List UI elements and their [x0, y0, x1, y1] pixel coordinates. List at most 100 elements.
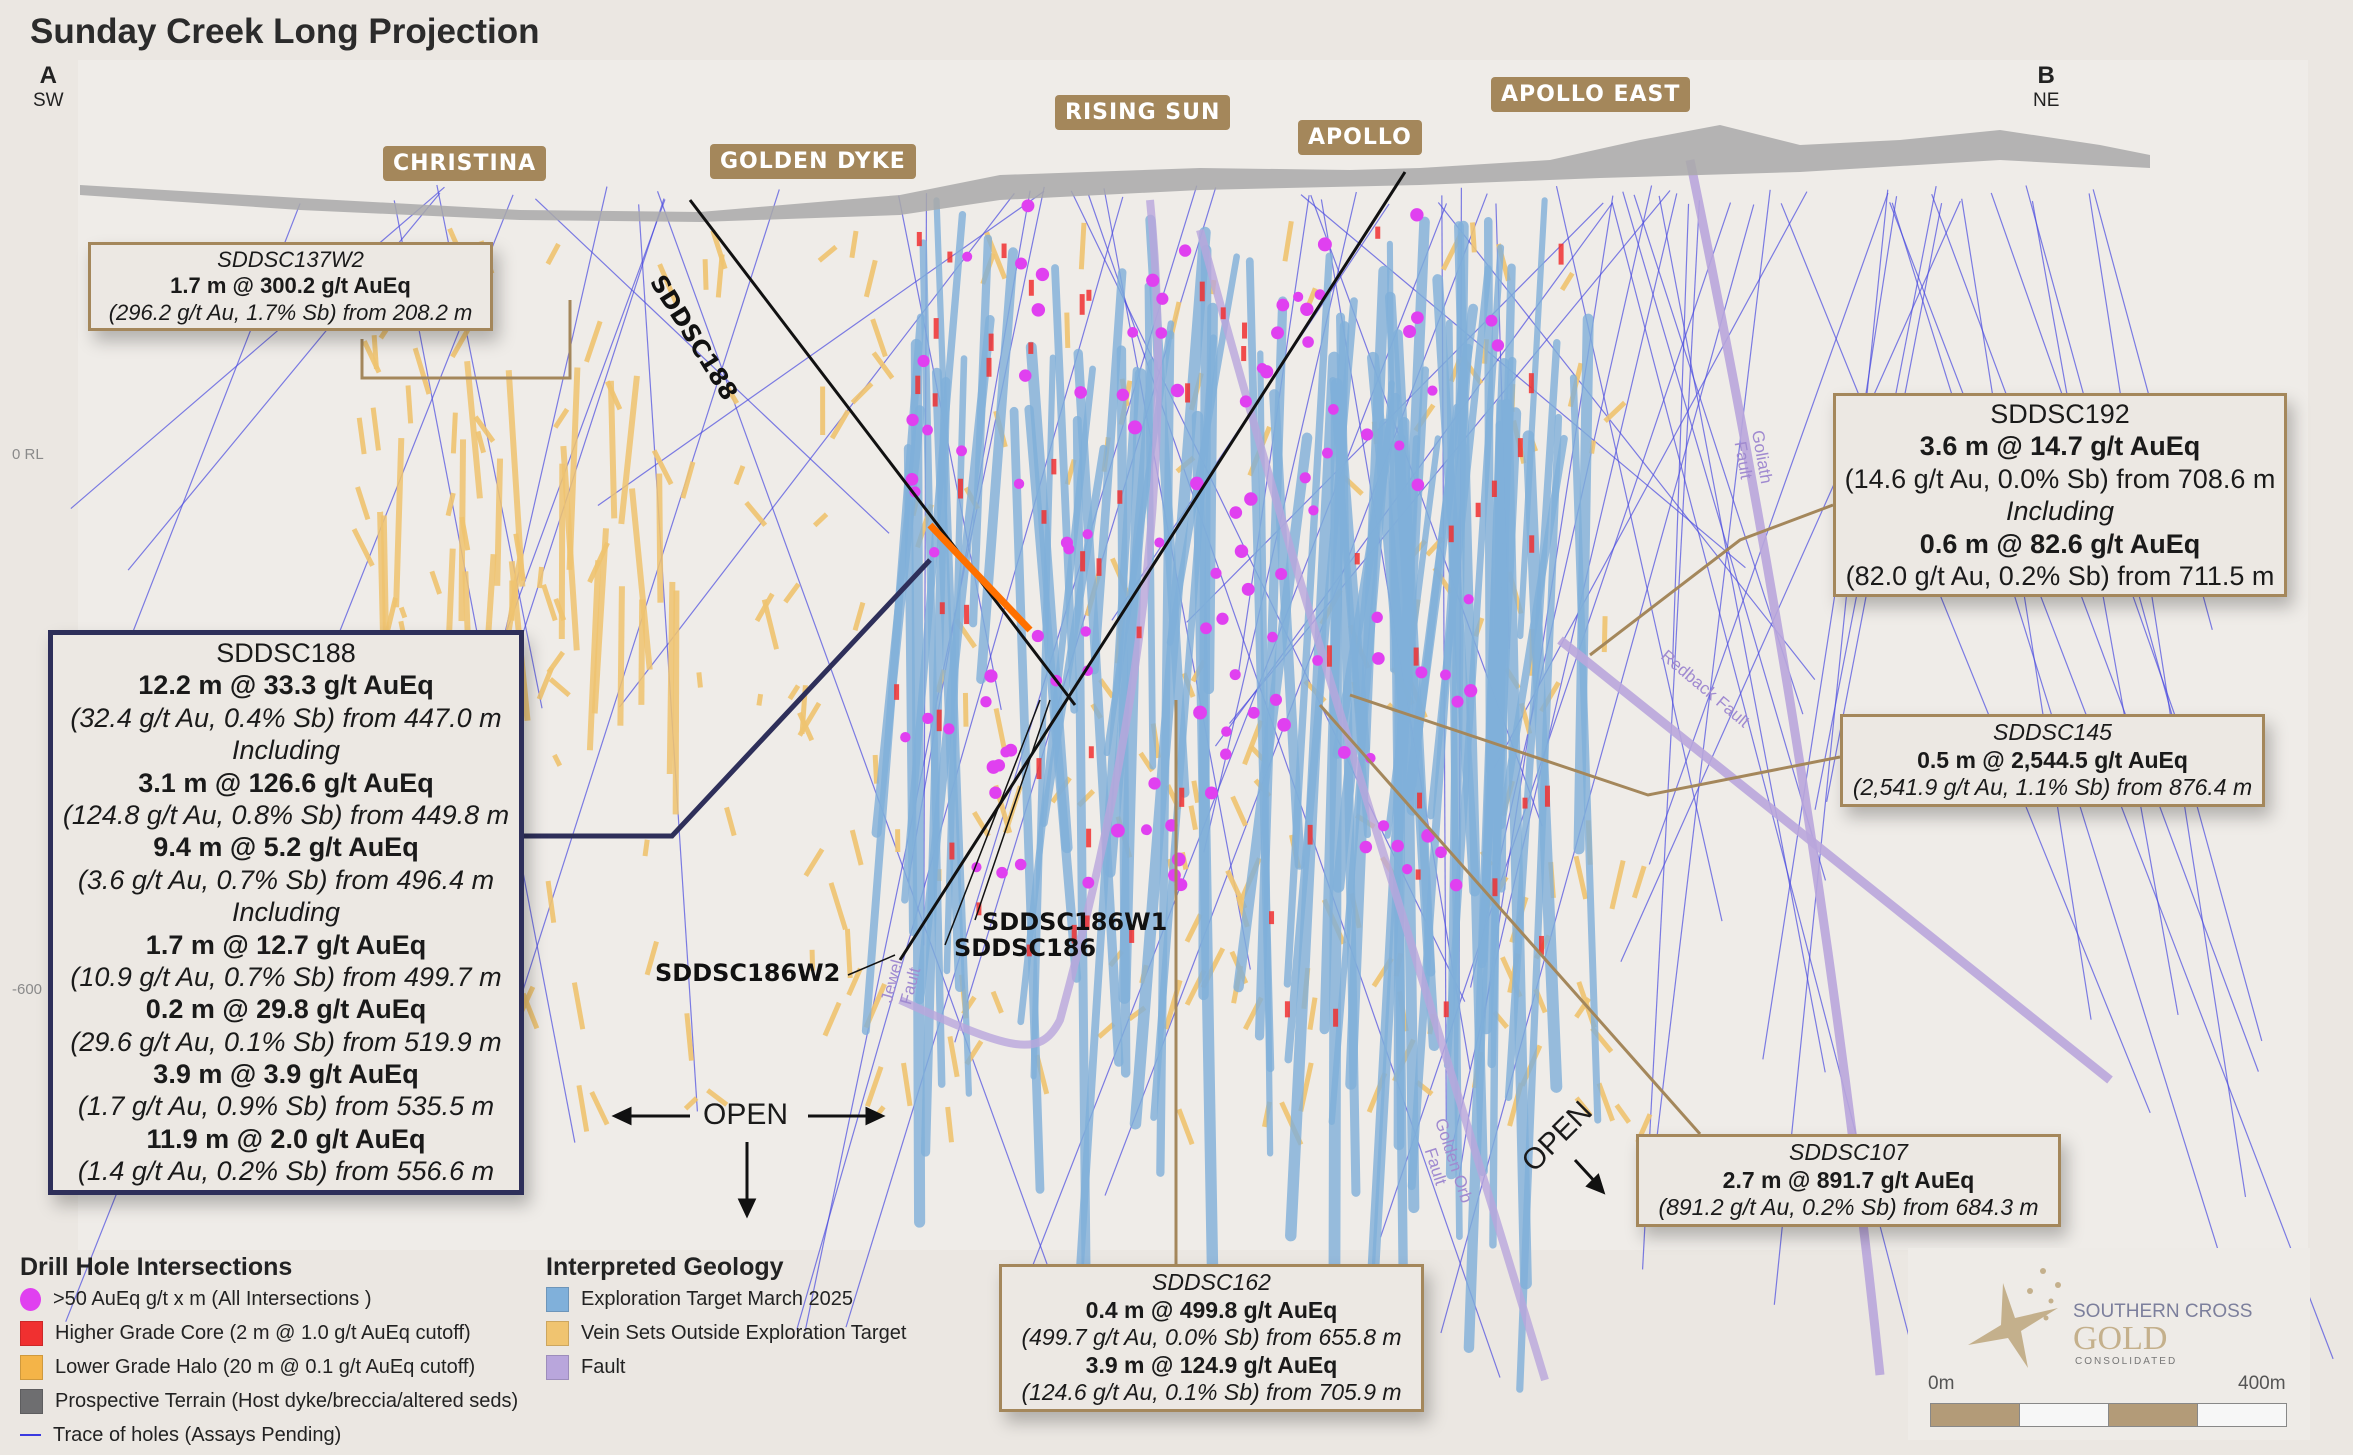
hole-sddsc188-mineralised-interval: [927, 522, 1033, 633]
vein-set: [589, 1090, 610, 1126]
vein-set: [849, 829, 864, 866]
high-grade-intersection-dot: [1031, 629, 1044, 643]
high-grade-intersection-dot: [906, 413, 919, 427]
vein-set: [972, 811, 991, 838]
arrowhead-diagonal-icon: [1585, 1173, 1606, 1195]
vein-set: [783, 582, 801, 604]
callout-line-grade: 1.7 m @ 300.2 g/t AuEq: [170, 273, 411, 299]
callout-line-header: SDDSC188: [216, 638, 356, 668]
high-grade-intersection-dot: [1317, 237, 1332, 252]
scale-bar-segment: [1930, 1403, 2020, 1427]
vein-set: [412, 347, 432, 395]
callout-sddsc192: SDDSC192 3.6 m @ 14.7 g/t AuEq (14.6 g/t A…: [1833, 393, 2287, 598]
exploration-target-body: [1504, 339, 1561, 1101]
exploration-target-body: [1254, 296, 1288, 1041]
high-grade-intersection-dot: [1359, 840, 1373, 854]
vein-set: [1188, 805, 1198, 831]
vein-set: [1230, 795, 1248, 827]
vein-set: [356, 417, 367, 455]
higher-grade-core: [1242, 322, 1248, 339]
legend-item: Prospective Terrain (Host dyke/breccia/a…: [20, 1384, 518, 1418]
high-grade-intersection-dot: [1463, 594, 1474, 605]
legend-item: Vein Sets Outside Exploration Target: [546, 1316, 906, 1350]
callout-line-grade: 2.7 m @ 891.7 g/t AuEq: [1722, 1166, 1975, 1193]
high-grade-intersection-dot: [1371, 611, 1383, 624]
callout-line-grade: 3.1 m @ 126.6 g/t AuEq: [138, 767, 434, 798]
high-grade-intersection-dot: [1074, 386, 1088, 399]
legend-swatch-square-icon: [546, 1354, 569, 1380]
higher-grade-core: [1475, 502, 1481, 518]
higher-grade-core: [1071, 924, 1077, 944]
higher-grade-core: [1096, 558, 1102, 576]
legend-item: >50 AuEq g/t x m (All Intersections ): [20, 1282, 518, 1316]
vein-set: [362, 340, 382, 374]
vein-set: [962, 692, 969, 727]
vein-set: [429, 570, 442, 595]
vein-set: [1589, 440, 1597, 454]
vein-set: [617, 586, 625, 726]
exploration-target-body: [1024, 404, 1082, 983]
callout-line-header-italic: SDDSC162: [1152, 1269, 1271, 1295]
exploration-target-body: [1573, 313, 1594, 855]
callout-line-grade: 12.2 m @ 33.3 g/t AuEq: [138, 670, 434, 701]
vein-set: [351, 528, 375, 567]
callout-line-detail: (1.7 g/t Au, 0.9% Sb) from 535.5 m: [77, 1091, 495, 1122]
high-grade-intersection-dot: [1170, 383, 1185, 398]
vein-set: [947, 1035, 960, 1078]
vein-set: [1184, 913, 1203, 943]
vein-set: [393, 437, 405, 608]
higher-grade-core: [1326, 645, 1332, 667]
high-grade-intersection-dot: [1205, 786, 1218, 800]
hole-trace: [1780, 203, 2151, 1114]
high-grade-intersection-dot: [1378, 820, 1390, 832]
high-grade-intersection-dot: [1435, 846, 1447, 859]
vein-set: [642, 839, 650, 857]
callout-line-detail-plain: (14.6 g/t Au, 0.0% Sb) from 708.6 m: [1844, 463, 2276, 494]
vein-set: [1559, 271, 1575, 292]
high-grade-intersection-dot: [1293, 291, 1304, 302]
vein-set: [844, 928, 853, 979]
high-grade-intersection-dot: [1178, 244, 1192, 257]
vein-set: [536, 566, 545, 589]
high-grade-intersection-dot: [1322, 447, 1333, 459]
section-end-a-letter: A: [39, 62, 57, 89]
legend-interpreted-geology: Interpreted Geology Exploration Target M…: [546, 1253, 906, 1384]
vein-set: [797, 711, 815, 742]
vein-set: [733, 465, 746, 486]
higher-grade-core: [915, 375, 921, 395]
vein-set: [865, 1065, 884, 1108]
higher-grade-core: [1538, 935, 1544, 955]
vein-set: [545, 880, 557, 924]
vein-set: [817, 244, 838, 263]
vein-set: [1163, 979, 1183, 1030]
legend-swatch-square-icon: [546, 1320, 569, 1346]
section-end-b-letter: B: [2037, 62, 2055, 89]
zone-label-rising-sun: RISING SUN: [1055, 95, 1231, 130]
vein-set: [945, 1106, 954, 1143]
scale-bar-segment: [2108, 1403, 2198, 1427]
higher-grade-core: [1522, 797, 1528, 809]
vein-set: [1282, 220, 1294, 262]
higher-grade-core: [1492, 878, 1498, 897]
hole-label-sddsc186w2: SDDSC186W2: [655, 959, 841, 987]
arrowhead-left-icon: [611, 1106, 632, 1126]
vein-set: [706, 1088, 729, 1107]
callout-line-detail: (2,541.9 g/t Au, 1.1% Sb) from 876.4 m: [1852, 774, 2253, 801]
legend-swatch-circle-icon: [20, 1287, 41, 1311]
higher-grade-core: [1269, 911, 1275, 925]
vein-set: [901, 1062, 913, 1107]
sddsc137w2-leader: [360, 300, 572, 380]
high-grade-intersection-dot: [1394, 440, 1405, 451]
higher-grade-core: [933, 318, 939, 339]
vein-set: [849, 230, 859, 259]
higher-grade-core: [1448, 525, 1454, 543]
higher-grade-core: [1199, 281, 1205, 302]
vein-set: [405, 385, 414, 424]
callout-line-detail: (3.6 g/t Au, 0.7% Sb) from 496.4 m: [77, 864, 495, 895]
callout-line-header-italic: SDDSC145: [1993, 719, 2112, 745]
legend-item-label: Trace of holes (Assays Pending): [53, 1423, 342, 1446]
legend-swatch-line-icon: [20, 1434, 41, 1436]
high-grade-intersection-dot: [1200, 622, 1212, 635]
legend-item-label: Fault: [581, 1355, 626, 1378]
exploration-target-body: [1404, 303, 1479, 802]
